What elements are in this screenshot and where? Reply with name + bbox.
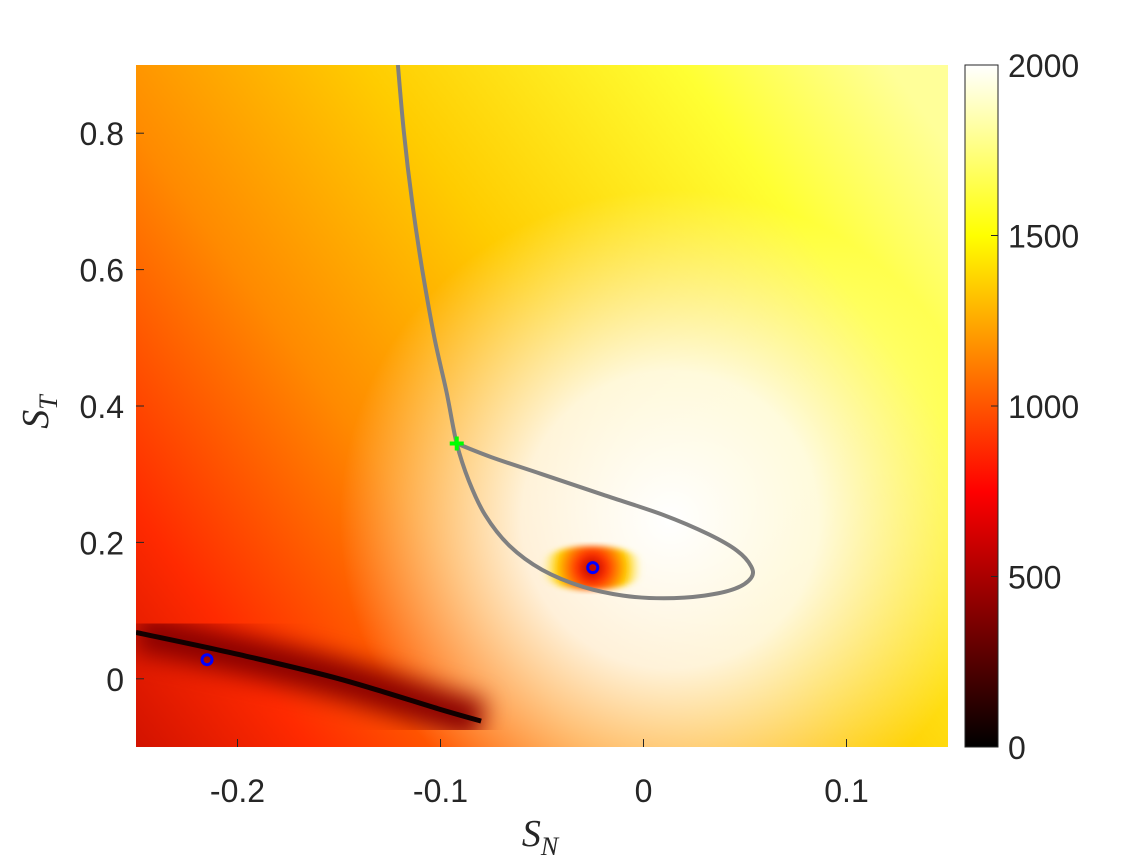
y-axis-ticks: 0 0.2 0.4 0.6 0.8 <box>80 116 144 698</box>
markers-layer <box>200 436 600 667</box>
x-axis-label: SN <box>522 813 560 861</box>
hot-spot <box>537 546 647 590</box>
marker-blue-circle <box>200 653 214 667</box>
colorbar-ticks: 0 500 1000 1500 2000 <box>991 48 1079 766</box>
heatmap-field <box>136 65 948 747</box>
high-value-glow <box>136 65 948 747</box>
boundary-curve <box>395 65 756 601</box>
colorbar-tick-label: 500 <box>1008 560 1061 596</box>
colorbar-tick-label: 1500 <box>1008 219 1079 255</box>
colorbar-tick-label: 0 <box>1008 730 1026 766</box>
x-tick-label: -0.1 <box>413 773 468 809</box>
colorbar: 0 500 1000 1500 2000 <box>964 48 1079 766</box>
x-tick-label: 0.1 <box>824 773 868 809</box>
marker-green-plus <box>449 436 464 451</box>
marker-blue-circle <box>586 561 600 575</box>
y-axis-label: ST <box>15 394 63 429</box>
colorbar-tick-label: 1000 <box>1008 389 1079 425</box>
y-tick-label: 0.4 <box>80 389 124 425</box>
x-tick-label: -0.2 <box>210 773 265 809</box>
y-tick-label: 0 <box>106 662 124 698</box>
valley-line <box>136 629 482 724</box>
y-tick-label: 0.6 <box>80 253 124 289</box>
y-tick-label: 0.8 <box>80 116 124 152</box>
colorbar-tick-label: 2000 <box>1008 48 1079 84</box>
x-axis-ticks: -0.2 -0.1 0 0.1 <box>210 739 869 809</box>
x-tick-label: 0 <box>635 773 653 809</box>
y-tick-label: 0.2 <box>80 525 124 561</box>
